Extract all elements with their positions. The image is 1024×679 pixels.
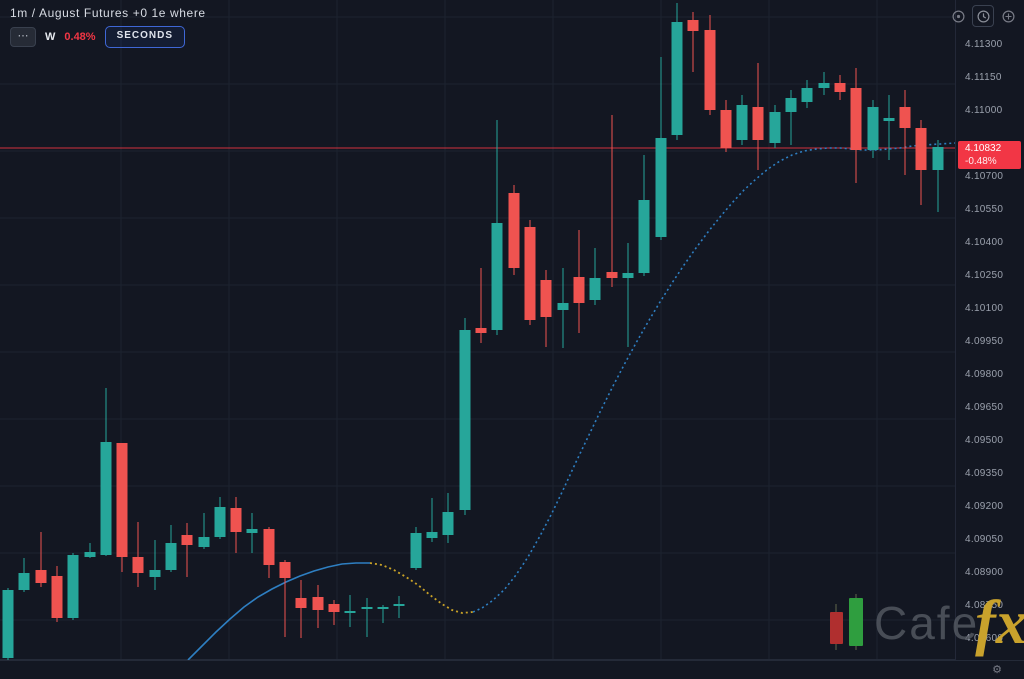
price-label: 4.09650 [965,402,1004,413]
price-label: 4.10400 [965,237,1004,248]
symbol-short-label: W [45,31,56,43]
price-label: 4.10250 [965,270,1004,281]
price-label: 4.09050 [965,534,1004,545]
last-price-change: -0.48% [965,156,997,167]
price-label: 4.11000 [965,105,1003,116]
price-axis[interactable]: 4.11300 4.11150 4.11000 4.10700 4.10550 4.104… [955,0,1024,660]
price-label: 4.09800 [965,369,1004,380]
clock-icon[interactable] [972,5,994,27]
price-label: 4.10550 [965,204,1004,215]
price-label: 4.08600 [965,633,1004,644]
camera-icon[interactable] [950,8,966,24]
price-label: 4.10100 [965,303,1004,314]
last-price-value: 4.10832 [965,143,1002,154]
price-label: 4.11150 [965,72,1002,83]
settings-icon[interactable] [1000,8,1016,24]
price-label: 4.09950 [965,336,1004,347]
symbol-title: 1m / August Futures +0 1e where [10,6,206,20]
chart-toolbar [950,5,1016,27]
price-label: 4.11300 [965,39,1003,50]
price-label: 4.08900 [965,567,1004,578]
chart-legend: 1m / August Futures +0 1e where ⋯ W 0.48… [10,6,206,48]
price-label: 4.08750 [965,600,1004,611]
price-label: 4.10700 [965,171,1004,182]
change-value: 0.48% [64,31,96,43]
price-label: 4.09500 [965,435,1004,446]
time-axis[interactable] [0,660,1024,679]
more-options-button[interactable]: ⋯ [10,27,36,47]
price-label: 4.09350 [965,468,1004,479]
axis-settings-gear-icon[interactable]: ⚙ [992,664,1002,676]
last-price-tag: 4.10832 -0.48% [958,141,1021,169]
candlestick-chart-canvas[interactable] [0,0,956,660]
interval-seconds-button[interactable]: SECONDS [104,26,186,48]
price-label: 4.09200 [965,501,1004,512]
